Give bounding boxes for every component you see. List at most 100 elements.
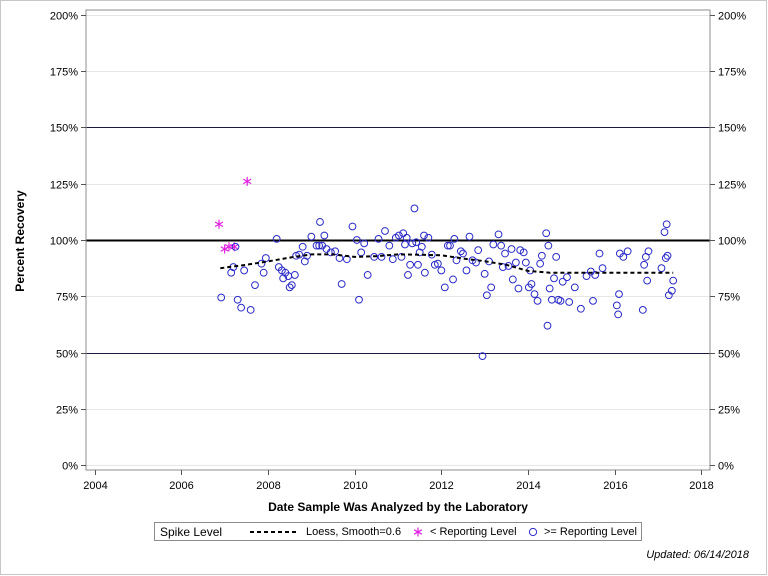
data-point-circle	[527, 280, 536, 288]
data-point-circle	[408, 239, 417, 248]
data-point-circle	[533, 296, 542, 305]
data-point-circle	[287, 281, 296, 289]
y-tick-label-right: 100%	[718, 236, 746, 248]
y-tick-label-left: 25%	[56, 405, 78, 417]
data-point-circle	[456, 247, 465, 256]
data-point-circle	[298, 242, 307, 251]
data-point-circle	[660, 228, 669, 237]
x-tick-label: 2008	[256, 480, 280, 492]
data-point-circle	[508, 275, 517, 284]
data-point-circle	[370, 253, 379, 261]
data-point-circle	[285, 283, 294, 292]
x-tick-label: 2012	[429, 480, 453, 492]
data-point-circle	[404, 271, 412, 279]
data-point-circle	[295, 250, 304, 259]
data-point-circle	[556, 296, 565, 305]
data-point-circle	[360, 239, 369, 248]
y-tick-label-right: 25%	[718, 405, 740, 417]
data-point-circle	[322, 245, 331, 253]
data-point-circle	[494, 230, 503, 239]
data-point-circle	[348, 222, 357, 231]
data-point-circle	[459, 249, 467, 258]
legend-entry-loess: Loess, Smooth=0.6	[306, 526, 402, 538]
data-point-circle	[667, 286, 676, 295]
data-point-circle	[669, 276, 678, 285]
legend-entry-below: < Reporting Level	[430, 526, 517, 538]
y-tick-label-right: 75%	[718, 292, 740, 304]
data-point-circle	[570, 283, 579, 292]
data-point-circle	[401, 240, 409, 249]
data-point-circle	[433, 259, 442, 268]
data-point-star	[243, 176, 252, 186]
data-point-circle	[246, 306, 255, 314]
data-point-circle	[542, 229, 551, 238]
data-point-circle	[614, 310, 623, 319]
data-point-circle	[497, 241, 506, 250]
data-point-circle	[576, 304, 585, 313]
data-point-circle	[385, 241, 394, 250]
y-tick-label-right: 200%	[718, 11, 746, 23]
data-point-circle	[414, 260, 422, 269]
data-point-circle	[472, 258, 480, 267]
data-point-circle	[443, 241, 452, 250]
y-tick-label-left: 125%	[50, 180, 78, 192]
data-point-circle	[388, 255, 397, 264]
data-point-circle	[530, 290, 539, 299]
data-point-circle	[478, 352, 487, 361]
data-point-circle	[446, 241, 454, 250]
data-point-circle	[394, 231, 403, 240]
data-point-circle	[657, 264, 666, 273]
legend-circle-swatch-icon	[528, 527, 538, 537]
data-point-circle	[307, 232, 316, 241]
data-point-circle	[544, 241, 553, 250]
y-tick-label-left: 150%	[50, 123, 78, 135]
data-point-circle	[420, 231, 428, 240]
data-point-circle	[558, 277, 567, 286]
data-point-circle	[450, 234, 459, 243]
data-point-circle	[465, 232, 474, 241]
y-tick-label-left: 100%	[50, 236, 78, 248]
y-axis-title: Percent Recovery	[13, 190, 27, 292]
data-point-circle	[482, 291, 491, 300]
data-point-circle	[663, 251, 672, 260]
y-tick-label-right: 50%	[718, 349, 740, 361]
data-point-circle	[352, 236, 361, 244]
data-point-circle	[623, 247, 632, 256]
data-point-circle	[501, 249, 509, 258]
data-point-circle	[231, 242, 240, 251]
data-point-circle	[507, 245, 516, 253]
x-axis-title: Date Sample Was Analyzed by the Laborato…	[268, 500, 528, 514]
data-point-circle	[598, 264, 607, 273]
data-point-circle	[402, 233, 411, 242]
data-point-circle	[582, 272, 591, 280]
data-point-circle	[410, 204, 419, 213]
data-point-circle	[547, 295, 556, 304]
data-point-circle	[662, 220, 671, 229]
data-point-circle	[237, 303, 246, 312]
data-point-circle	[487, 283, 496, 292]
y-tick-label-right: 150%	[718, 123, 746, 135]
data-point-circle	[519, 248, 528, 257]
data-point-circle	[504, 262, 513, 270]
loess-curve	[220, 253, 674, 274]
y-tick-label-left: 200%	[50, 11, 78, 23]
data-point-circle	[290, 271, 299, 279]
data-point-circle	[449, 275, 457, 284]
x-tick-label: 2004	[83, 480, 107, 492]
data-point-circle	[563, 273, 571, 282]
data-point-circle	[315, 241, 324, 250]
data-point-circle	[251, 281, 259, 289]
data-point-circle	[320, 231, 329, 240]
y-tick-label-left: 50%	[56, 349, 78, 361]
y-tick-label-left: 0%	[62, 461, 78, 473]
data-point-circle	[589, 296, 597, 305]
data-point-circle	[537, 251, 546, 260]
data-point-circle	[412, 238, 421, 247]
data-point-circle	[498, 263, 507, 271]
data-point-circle	[452, 256, 461, 265]
data-point-circle	[357, 248, 366, 257]
legend-title: Spike Level	[160, 525, 223, 539]
data-point-circle	[474, 246, 483, 255]
data-point-circle	[619, 253, 628, 261]
